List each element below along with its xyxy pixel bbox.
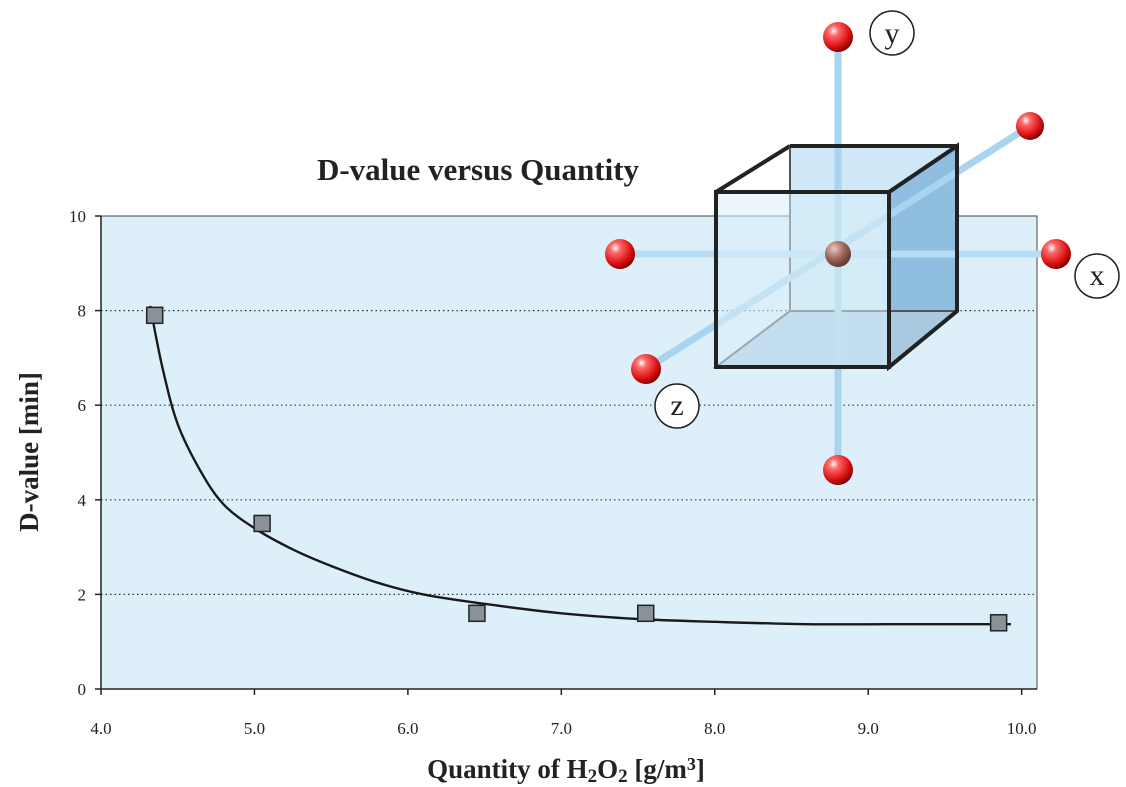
y-badge-label: y [885,17,900,50]
cube-top-edge [887,144,959,194]
y-badge [869,10,915,56]
x-title-sup: 3 [687,754,696,774]
x-tick-label: 9.0 [858,719,879,738]
ball-y-bottom [823,455,853,485]
y-tick-label: 8 [78,302,87,321]
data-point [145,306,164,325]
x-title-end: ] [696,754,705,784]
x-tick-label: 6.0 [397,719,418,738]
x-tick-label: 8.0 [704,719,725,738]
x-badge [1074,253,1120,299]
x-title-sub2: 2 [618,766,628,787]
cube-illustration: y x z [605,10,1120,485]
x-badge-label: x [1090,259,1105,292]
z-badge-label: z [670,389,683,422]
x-tick-label: 4.0 [90,719,111,738]
x-title-suffix: [g/m [628,754,688,784]
ball-z-back [1016,112,1044,140]
y-tick-label: 6 [78,396,87,415]
y-tick-label: 10 [69,207,86,226]
y-ticks: 0 2 4 6 8 10 [69,207,101,699]
data-points [145,306,1008,632]
x-title-prefix: Quantity of H [427,754,588,784]
data-point [636,604,655,623]
cube-edge [887,309,959,369]
x-title-sub1: 2 [588,766,598,787]
y-tick-label: 2 [78,585,87,604]
trend-curve [148,305,1011,626]
ball-z-front [631,354,661,384]
x-title-mid: O [597,754,618,784]
z-badge [654,383,700,429]
y-tick-label: 0 [78,680,87,699]
x-tick-label: 5.0 [244,719,265,738]
chart-title: D-value versus Quantity [317,152,640,187]
x-tick-label: 7.0 [551,719,572,738]
ball-x-left [605,239,635,269]
cube-front-face [714,190,891,369]
cube-inner-edge [714,144,792,194]
data-point [253,514,271,533]
x-ticks: 4.0 5.0 6.0 7.0 8.0 9.0 10.0 [90,689,1037,738]
data-point [989,614,1008,632]
ball-x-right [1041,239,1071,269]
y-tick-label: 4 [78,491,87,510]
x-axis-title: Quantity of H2O2 [g/m3] [427,754,705,787]
ball-y-top [823,22,853,52]
ball-center [825,241,851,267]
x-tick-label: 10.0 [1007,719,1037,738]
y-axis-title: D-value [min] [14,372,44,532]
data-point [468,604,486,623]
